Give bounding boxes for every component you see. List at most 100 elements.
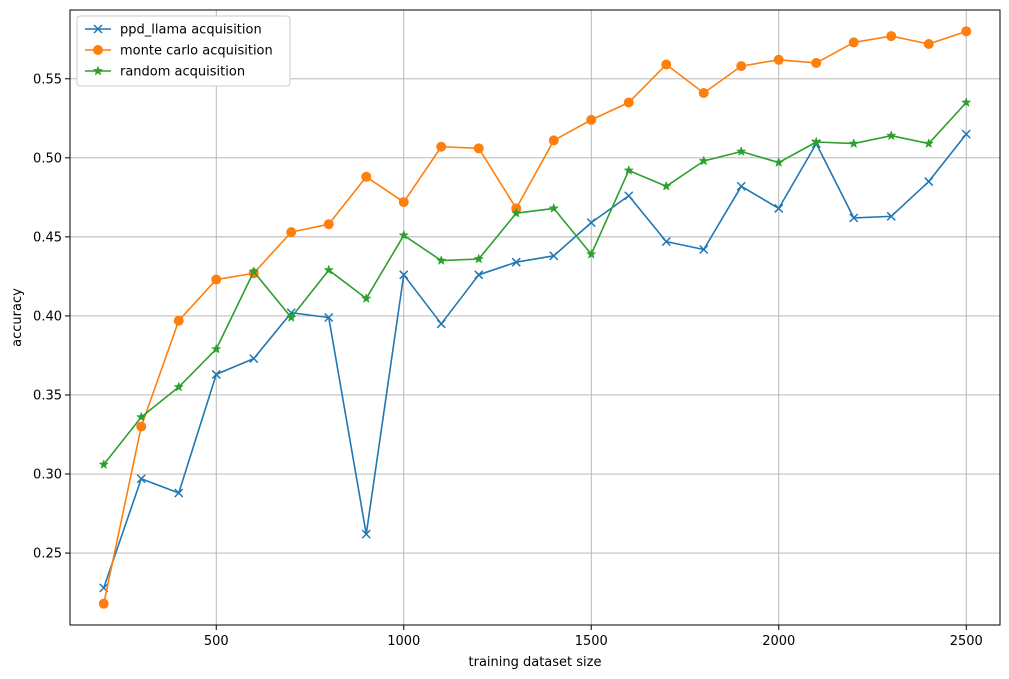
x-marker-stroke xyxy=(549,251,559,261)
legend: ppd_llama acquisition monte carlo acquisi… xyxy=(76,15,291,87)
x-marker-stroke xyxy=(661,237,671,247)
data-point-monte-carlo-acquisition xyxy=(548,135,559,146)
y-tick-label: 0.30 xyxy=(33,468,62,483)
legend-label: monte carlo acquisition xyxy=(120,44,273,59)
data-point-ppd-llama-acquisition xyxy=(211,369,221,379)
data-point-ppd-llama-acquisition xyxy=(586,218,596,228)
data-point-monte-carlo-acquisition xyxy=(586,114,597,125)
data-point-random-acquisition xyxy=(248,266,260,277)
data-point-random-acquisition xyxy=(698,155,710,166)
x-marker-stroke xyxy=(399,270,409,280)
x-axis-label: training dataset size xyxy=(469,655,602,670)
legend-item: ppd_llama acquisition xyxy=(85,23,262,38)
data-point-random-acquisition xyxy=(398,229,410,240)
data-point-random-acquisition xyxy=(323,264,335,275)
data-point-random-acquisition xyxy=(585,248,597,259)
data-point-ppd-llama-acquisition xyxy=(136,474,146,484)
data-point-ppd-llama-acquisition xyxy=(699,244,709,255)
data-point-monte-carlo-acquisition xyxy=(286,227,297,238)
x-tick-label: 1500 xyxy=(575,634,608,649)
y-tick-label: 0.50 xyxy=(33,151,62,166)
data-point-random-acquisition xyxy=(848,138,860,149)
data-point-random-acquisition xyxy=(98,459,110,469)
data-point-ppd-llama-acquisition xyxy=(886,211,896,221)
data-point-random-acquisition xyxy=(810,136,822,147)
x-tick-label: 500 xyxy=(204,634,229,649)
x-marker-stroke xyxy=(174,488,184,498)
x-tick-label: 2500 xyxy=(950,634,983,649)
data-point-random-acquisition xyxy=(623,164,635,175)
x-marker-stroke xyxy=(511,257,521,267)
legend-label: ppd_llama acquisition xyxy=(120,23,262,38)
data-point-random-acquisition xyxy=(960,96,972,107)
legend-item: random acquisition xyxy=(85,65,245,80)
x-tick-label: 2000 xyxy=(762,634,795,649)
x-marker-stroke xyxy=(699,244,709,255)
data-point-monte-carlo-acquisition xyxy=(323,219,334,230)
data-point-ppd-llama-acquisition xyxy=(961,129,971,139)
legend-item: monte carlo acquisition xyxy=(85,44,273,59)
data-point-ppd-llama-acquisition xyxy=(511,257,521,267)
data-point-ppd-llama-acquisition xyxy=(361,529,371,539)
data-point-monte-carlo-acquisition xyxy=(173,315,184,326)
y-axis-label: accuracy xyxy=(10,288,25,347)
data-point-monte-carlo-acquisition xyxy=(773,54,784,65)
data-point-random-acquisition xyxy=(660,180,672,191)
data-point-monte-carlo-acquisition xyxy=(436,141,447,152)
data-point-monte-carlo-acquisition xyxy=(211,274,222,285)
legend-box xyxy=(76,15,291,87)
data-point-ppd-llama-acquisition xyxy=(849,213,859,223)
data-point-ppd-llama-acquisition xyxy=(774,203,784,213)
x-marker-stroke xyxy=(736,181,746,191)
data-point-random-acquisition xyxy=(548,202,560,213)
data-point-monte-carlo-acquisition xyxy=(398,197,409,208)
data-point-random-acquisition xyxy=(435,255,447,266)
x-marker-stroke xyxy=(324,312,334,323)
x-marker-stroke xyxy=(93,24,103,34)
x-marker-stroke xyxy=(849,213,859,223)
y-tick-label: 0.45 xyxy=(33,230,62,245)
data-point-monte-carlo-acquisition xyxy=(698,88,709,99)
data-point-monte-carlo-acquisition xyxy=(736,61,747,72)
x-marker-stroke xyxy=(211,369,221,379)
data-point-monte-carlo-acquisition xyxy=(361,171,372,182)
x-marker-stroke xyxy=(624,191,634,201)
data-point-monte-carlo-acquisition xyxy=(811,57,822,68)
data-point-random-acquisition xyxy=(923,138,935,149)
data-point-monte-carlo-acquisition xyxy=(136,421,147,432)
data-point-random-acquisition xyxy=(360,293,372,303)
legend-marker xyxy=(93,24,103,34)
data-point-random-acquisition xyxy=(210,343,222,354)
data-point-monte-carlo-acquisition xyxy=(98,598,109,609)
x-marker-stroke xyxy=(474,270,484,280)
y-tick-label: 0.55 xyxy=(33,72,62,87)
series-random-acquisition xyxy=(98,96,972,469)
data-point-random-acquisition xyxy=(285,311,297,322)
y-tick-label: 0.25 xyxy=(33,547,62,562)
data-point-ppd-llama-acquisition xyxy=(924,177,934,187)
x-marker-stroke xyxy=(924,177,934,187)
x-marker-stroke xyxy=(961,129,971,139)
y-tick-label: 0.40 xyxy=(33,309,62,324)
data-point-monte-carlo-acquisition xyxy=(623,97,634,108)
series-line-ppd-llama-acquisition xyxy=(102,133,967,589)
series-line-monte-carlo-acquisition xyxy=(102,30,967,604)
x-marker-stroke xyxy=(361,529,371,539)
data-point-monte-carlo-acquisition xyxy=(886,31,897,42)
data-point-ppd-llama-acquisition xyxy=(736,181,746,191)
data-point-random-acquisition xyxy=(135,411,147,422)
data-point-random-acquisition xyxy=(510,207,522,218)
x-marker-stroke xyxy=(136,474,146,484)
data-point-monte-carlo-acquisition xyxy=(848,37,859,48)
plot-frame xyxy=(69,9,1001,626)
data-point-ppd-llama-acquisition xyxy=(549,251,559,261)
data-point-ppd-llama-acquisition xyxy=(624,191,634,201)
axis-ticks: 500 1000 1500 2000 2500 0.25 0.30 0.35 0.40 0.45 0… xyxy=(33,72,983,649)
data-point-random-acquisition xyxy=(773,157,785,168)
x-marker-stroke xyxy=(436,319,446,329)
data-point-random-acquisition xyxy=(173,381,185,392)
data-point-random-acquisition xyxy=(735,145,747,156)
data-point-ppd-llama-acquisition xyxy=(436,319,446,329)
